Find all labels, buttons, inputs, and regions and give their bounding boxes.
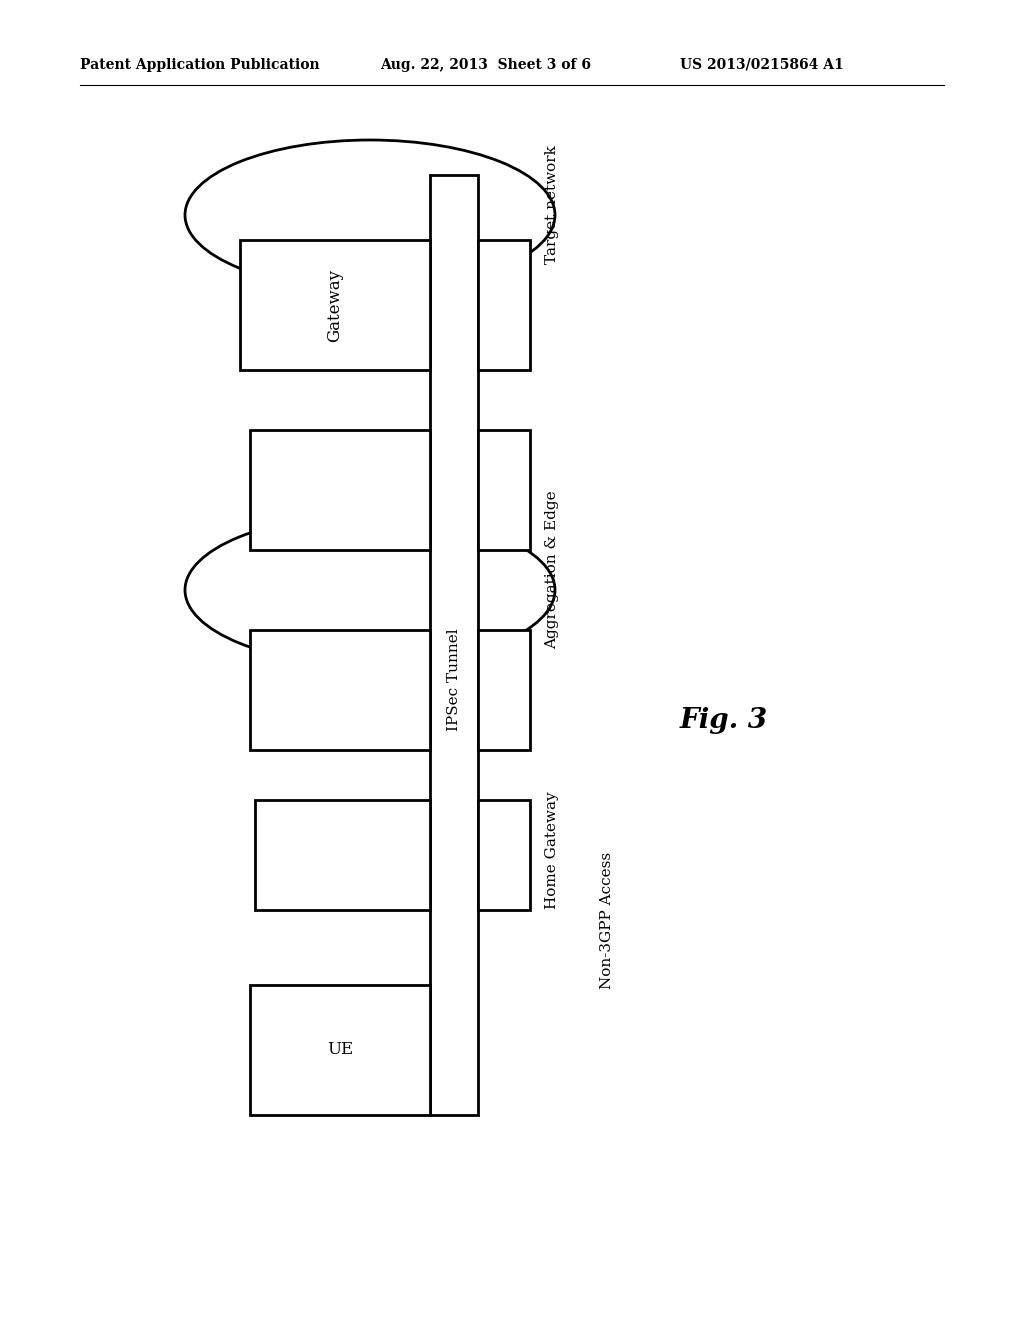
Text: Non-3GPP Access: Non-3GPP Access — [600, 851, 614, 989]
Text: Gateway: Gateway — [327, 268, 343, 342]
Bar — [255, 800, 430, 909]
Text: Home Gateway: Home Gateway — [545, 791, 559, 908]
Bar — [250, 630, 430, 750]
Text: UE: UE — [327, 1041, 353, 1059]
Text: Patent Application Publication: Patent Application Publication — [80, 58, 319, 73]
Text: IPSec Tunnel: IPSec Tunnel — [447, 628, 461, 731]
Text: Target network: Target network — [545, 145, 559, 264]
Ellipse shape — [185, 515, 555, 665]
Ellipse shape — [185, 140, 555, 290]
Text: Fig. 3: Fig. 3 — [680, 706, 768, 734]
Bar — [478, 240, 530, 370]
Bar — [478, 800, 530, 909]
Bar — [240, 240, 430, 370]
Text: US 2013/0215864 A1: US 2013/0215864 A1 — [680, 58, 844, 73]
Bar — [430, 176, 478, 1115]
Bar — [250, 985, 430, 1115]
Bar — [478, 430, 530, 550]
Bar — [250, 430, 430, 550]
Text: Aggregation & Edge: Aggregation & Edge — [545, 491, 559, 649]
Bar — [478, 630, 530, 750]
Text: Aug. 22, 2013  Sheet 3 of 6: Aug. 22, 2013 Sheet 3 of 6 — [380, 58, 591, 73]
